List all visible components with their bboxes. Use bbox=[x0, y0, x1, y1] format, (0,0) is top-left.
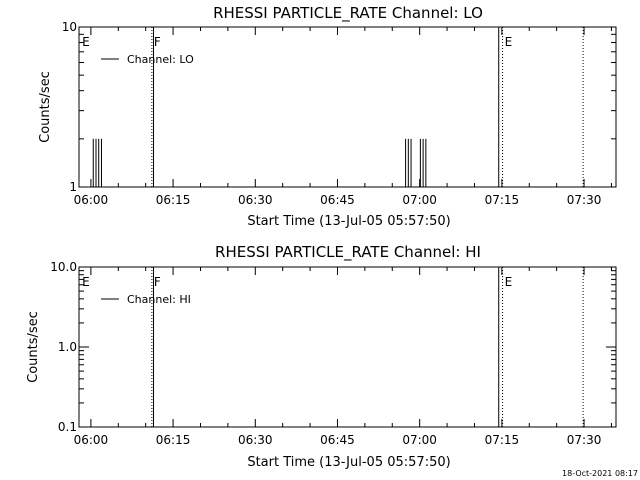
x-tick-label: 07:15 bbox=[485, 193, 520, 207]
event-label: F bbox=[154, 275, 161, 289]
chart-title: RHESSI PARTICLE_RATE Channel: LO bbox=[213, 4, 483, 23]
x-tick-label: 07:00 bbox=[402, 433, 437, 447]
event-label: F bbox=[154, 35, 161, 49]
chart-hi-channel: RHESSI PARTICLE_RATE Channel: HI Start T… bbox=[26, 243, 617, 470]
x-tick-label: 07:30 bbox=[567, 433, 602, 447]
x-axis-label: Start Time (13-Jul-05 05:57:50) bbox=[247, 455, 450, 470]
x-tick-label: 06:15 bbox=[156, 433, 191, 447]
y-tick-label: 10.0 bbox=[50, 260, 77, 274]
event-label: E bbox=[82, 35, 90, 49]
event-label: E bbox=[505, 35, 513, 49]
x-tick-label: 06:30 bbox=[238, 193, 273, 207]
x-tick-label: 07:00 bbox=[402, 193, 437, 207]
x-tick-label: 06:45 bbox=[320, 433, 355, 447]
x-tick-label: 07:30 bbox=[567, 193, 602, 207]
x-tick-label: 06:45 bbox=[320, 193, 355, 207]
legend-label: Channel: HI bbox=[127, 293, 191, 306]
x-tick-label: 06:15 bbox=[156, 193, 191, 207]
legend-label: Channel: LO bbox=[127, 53, 194, 66]
chart-lo-channel: RHESSI PARTICLE_RATE Channel: LO Start T… bbox=[38, 4, 617, 229]
footer-timestamp: 18-Oct-2021 08:17 bbox=[562, 469, 638, 478]
x-tick-label: 06:30 bbox=[238, 433, 273, 447]
chart-title: RHESSI PARTICLE_RATE Channel: HI bbox=[215, 243, 481, 262]
x-tick-label: 07:15 bbox=[485, 433, 520, 447]
y-axis-label: Counts/sec bbox=[38, 71, 53, 143]
x-tick-label: 06:00 bbox=[74, 433, 109, 447]
y-tick-label: 1 bbox=[69, 180, 77, 194]
x-axis-label: Start Time (13-Jul-05 05:57:50) bbox=[247, 214, 450, 229]
y-tick-label: 0.1 bbox=[58, 420, 77, 434]
y-tick-label: 10 bbox=[62, 20, 77, 34]
y-tick-label: 1.0 bbox=[58, 340, 77, 354]
x-tick-label: 06:00 bbox=[74, 193, 109, 207]
plot-frame bbox=[78, 26, 617, 188]
event-label: E bbox=[505, 275, 513, 289]
y-axis-label: Counts/sec bbox=[26, 311, 41, 383]
event-label: E bbox=[82, 275, 90, 289]
